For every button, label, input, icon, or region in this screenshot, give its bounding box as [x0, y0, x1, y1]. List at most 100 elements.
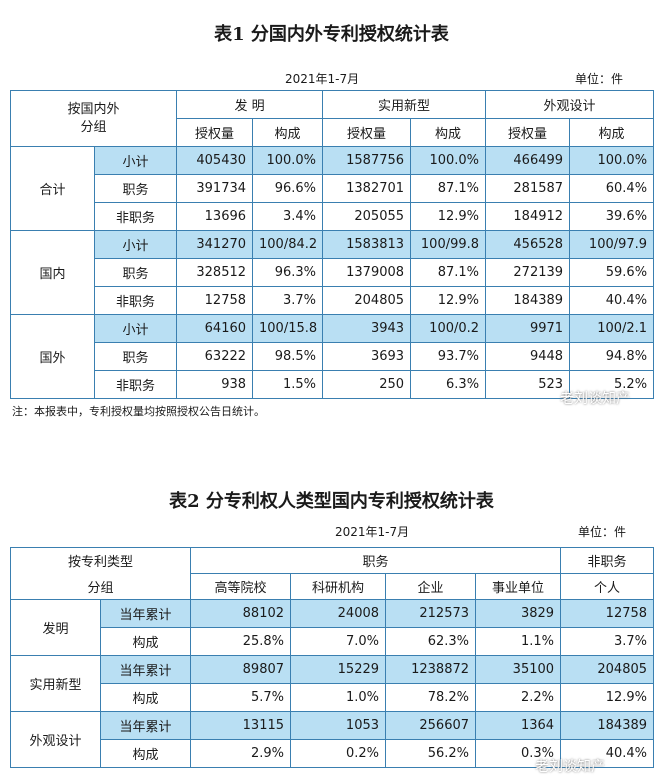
- table1-cell: 100/84.2: [252, 230, 324, 259]
- table2-cell: 184389: [560, 711, 655, 740]
- table2-row-label: 当年累计: [99, 599, 192, 628]
- table1-group-header: 实用新型: [322, 90, 487, 119]
- table2-row-label: 构成: [99, 739, 192, 768]
- table1-cell: 281587: [485, 174, 571, 203]
- table-row: 职务 391734 96.6% 1382701 87.1% 281587 60.4%: [11, 174, 655, 203]
- table-row: 国外 小计 64160 100/15.8 3943 100/0.2 9971 100/2.1: [10, 314, 655, 399]
- table-row: 合计 小计 405430 100.0% 1587756 100.0% 466499 100.0…: [10, 146, 655, 231]
- table1-cell: 60.4%: [569, 174, 655, 203]
- table2-cell: 212573: [385, 599, 477, 628]
- table2-period: 2021年1-7月: [335, 525, 410, 539]
- watermark-bottom: 老刘谈知产: [535, 759, 605, 775]
- table1-cell: 272139: [485, 258, 571, 287]
- table1-cell: 63222: [176, 342, 254, 371]
- table1-cell: 9971: [485, 314, 571, 343]
- table1-subheader: 授权量: [176, 118, 254, 147]
- table-row: 非职务 13696 3.4% 205055 12.9% 184912 39.6%: [11, 202, 655, 231]
- table1-subheader: 构成: [410, 118, 487, 147]
- table2-cell: 12758: [560, 599, 655, 628]
- table1-cell: 405430: [176, 146, 254, 175]
- table1-row-label: 非职务: [93, 286, 178, 315]
- table2-row-label: 当年累计: [99, 711, 192, 740]
- table1-cell: 5.2%: [569, 370, 655, 399]
- table1-section-label: 国内: [10, 230, 95, 315]
- table1-cell: 100/0.2: [410, 314, 487, 343]
- table1-cell: 59.6%: [569, 258, 655, 287]
- table1-row-label: 小计: [93, 146, 178, 175]
- table2-row-label: 当年累计: [99, 655, 192, 684]
- table1-row-label: 非职务: [93, 370, 178, 399]
- table1-cell: 184389: [485, 286, 571, 315]
- table2-cell: 1.0%: [290, 683, 387, 712]
- table1-section-label: 合计: [10, 146, 95, 231]
- table1-cell: 456528: [485, 230, 571, 259]
- table1-cell: 3693: [322, 342, 412, 371]
- table-row: 实用新型 当年累计 89807 15229 1238872 35100 204805: [10, 655, 655, 712]
- table2-cell: 89807: [190, 655, 292, 684]
- table2-cell: 1.1%: [475, 627, 562, 656]
- table1-cell: 94.8%: [569, 342, 655, 371]
- table1-cell: 3943: [322, 314, 412, 343]
- table2-cell: 2.9%: [190, 739, 292, 768]
- table2-corner-label-1: 按专利类型: [9, 547, 192, 574]
- table1-group-header: 发 明: [176, 90, 324, 119]
- table2-cell: 204805: [560, 655, 655, 684]
- table1-cell: 1379008: [322, 258, 412, 287]
- table2-cell: 35100: [475, 655, 562, 684]
- table-row: 职务 63222 98.5% 3693 93.7% 9448 94.8%: [11, 342, 655, 371]
- table1-row-label: 小计: [93, 314, 178, 343]
- table1-cell: 12.9%: [410, 286, 487, 315]
- table2-cell: 12.9%: [560, 683, 655, 712]
- table1-subheader: 构成: [252, 118, 324, 147]
- table1-row-label: 小计: [93, 230, 178, 259]
- table2-title: 表2 分专利权人类型国内专利授权统计表: [169, 491, 494, 512]
- table1-corner-label-2: 分组: [80, 119, 107, 135]
- table1-cell: 391734: [176, 174, 254, 203]
- table1-cell: 3.4%: [252, 202, 324, 231]
- table1-cell: 100.0%: [410, 146, 487, 175]
- table1-corner-header: 按国内外 分组: [9, 90, 178, 147]
- table1-subheader: 构成: [569, 118, 655, 147]
- table-row: 国内 小计 341270 100/84.2 1583813 100/99.8 456528 1…: [10, 230, 655, 315]
- table2-subheader: 事业单位: [475, 573, 562, 600]
- table2-cell: 1238872: [385, 655, 477, 684]
- table2-subheader: 高等院校: [190, 573, 292, 600]
- table2-cell: 25.8%: [190, 627, 292, 656]
- table1-cell: 938: [176, 370, 254, 399]
- table1-cell: 328512: [176, 258, 254, 287]
- table2-cell: 40.4%: [560, 739, 655, 768]
- table2-unit: 单位：件: [578, 525, 627, 539]
- table2-section-label: 实用新型: [10, 655, 101, 712]
- table1-cell: 341270: [176, 230, 254, 259]
- table-row: 非职务 938 1.5% 250 6.3% 523 5.2%: [11, 370, 655, 399]
- table1-row-label: 职务: [93, 258, 178, 287]
- table1: 按国内外 分组发 明实用新型 外观设计 授权量 构成 授权量 构成 授权量 构成 合计 小计 4054…: [9, 90, 655, 399]
- table1-group-header: 外观设计: [485, 90, 655, 119]
- table1-title: 表1 分国内外专利授权统计表: [214, 24, 449, 45]
- table2-cell: 88102: [190, 599, 292, 628]
- table1-cell: 6.3%: [410, 370, 487, 399]
- table1-cell: 1587756: [322, 146, 412, 175]
- table2-group-nonservice: 非职务: [560, 547, 655, 574]
- table-row: 外观设计 当年累计 13115 1053 256607 1364 184389: [10, 711, 655, 768]
- table1-cell: 9448: [485, 342, 571, 371]
- table1-section-label: 国外: [10, 314, 95, 399]
- table-row: 非职务 12758 3.7% 204805 12.9% 184389 40.4%: [11, 286, 655, 315]
- table2-cell: 56.2%: [385, 739, 477, 768]
- table-row: 发明 当年累计 88102 24008 212573 3829 12758: [10, 599, 655, 656]
- table2-section-label: 发明: [10, 599, 101, 656]
- table1-cell: 96.3%: [252, 258, 324, 287]
- table1-cell: 87.1%: [410, 258, 487, 287]
- watermark-top: 老刘谈知产: [560, 391, 630, 407]
- table1-cell: 1.5%: [252, 370, 324, 399]
- table2: 按专利类型 职务 非职务 分组 高等院校 科研机构 企业 事业单位 个人 发明 当年累计 88102 2…: [9, 547, 655, 768]
- table2-cell: 0.2%: [290, 739, 387, 768]
- table1-cell: 3.7%: [252, 286, 324, 315]
- table1-subheader: 授权量: [322, 118, 412, 147]
- table2-cell: 2.2%: [475, 683, 562, 712]
- table1-cell: 466499: [485, 146, 571, 175]
- table1-cell: 13696: [176, 202, 254, 231]
- table2-cell: 1053: [290, 711, 387, 740]
- table2-cell: 1364: [475, 711, 562, 740]
- table1-corner-label-1: 按国内外: [67, 101, 120, 117]
